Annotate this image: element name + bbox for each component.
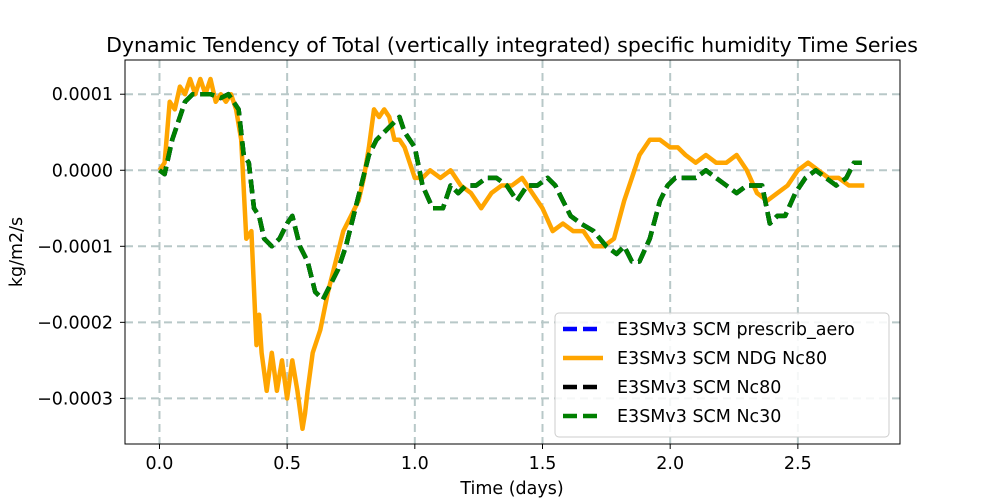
y-tick-label: 0.0000 [52, 161, 113, 181]
y-tick-label: −0.0001 [37, 237, 113, 257]
legend-label-1: E3SMv3 SCM NDG Nc80 [617, 349, 827, 369]
chart-title: Dynamic Tendency of Total (vertically in… [106, 33, 918, 57]
legend-frame [554, 312, 890, 438]
x-tick-label: 1.5 [529, 454, 557, 474]
y-axis-ticks: 0.0001 0.0000 −0.0001 −0.0002 −0.0003 [37, 85, 125, 409]
x-tick-label: 0.0 [146, 454, 174, 474]
x-tick-label: 1.0 [401, 454, 429, 474]
y-axis-label: kg/m2/s [7, 217, 27, 287]
x-tick-label: 2.5 [784, 454, 812, 474]
plot-series [157, 76, 865, 432]
x-axis-label: Time (days) [459, 479, 563, 499]
legend: E3SMv3 SCM prescrib_aero E3SMv3 SCM NDG N… [554, 312, 890, 438]
x-tick-label: 0.5 [273, 454, 301, 474]
x-tick-label: 2.0 [656, 454, 684, 474]
legend-label-2: E3SMv3 SCM Nc80 [617, 378, 781, 398]
plot-area-frame [124, 59, 901, 445]
series-line-3 [158, 91, 862, 302]
x-axis-ticks: 0.0 0.5 1.0 1.5 2.0 2.5 [146, 444, 812, 474]
y-tick-label: −0.0002 [37, 313, 113, 333]
legend-label-0: E3SMv3 SCM prescrib_aero [617, 320, 855, 340]
y-tick-label: −0.0003 [37, 389, 113, 409]
y-tick-label: 0.0001 [52, 85, 113, 105]
legend-label-3: E3SMv3 SCM Nc30 [617, 407, 781, 427]
